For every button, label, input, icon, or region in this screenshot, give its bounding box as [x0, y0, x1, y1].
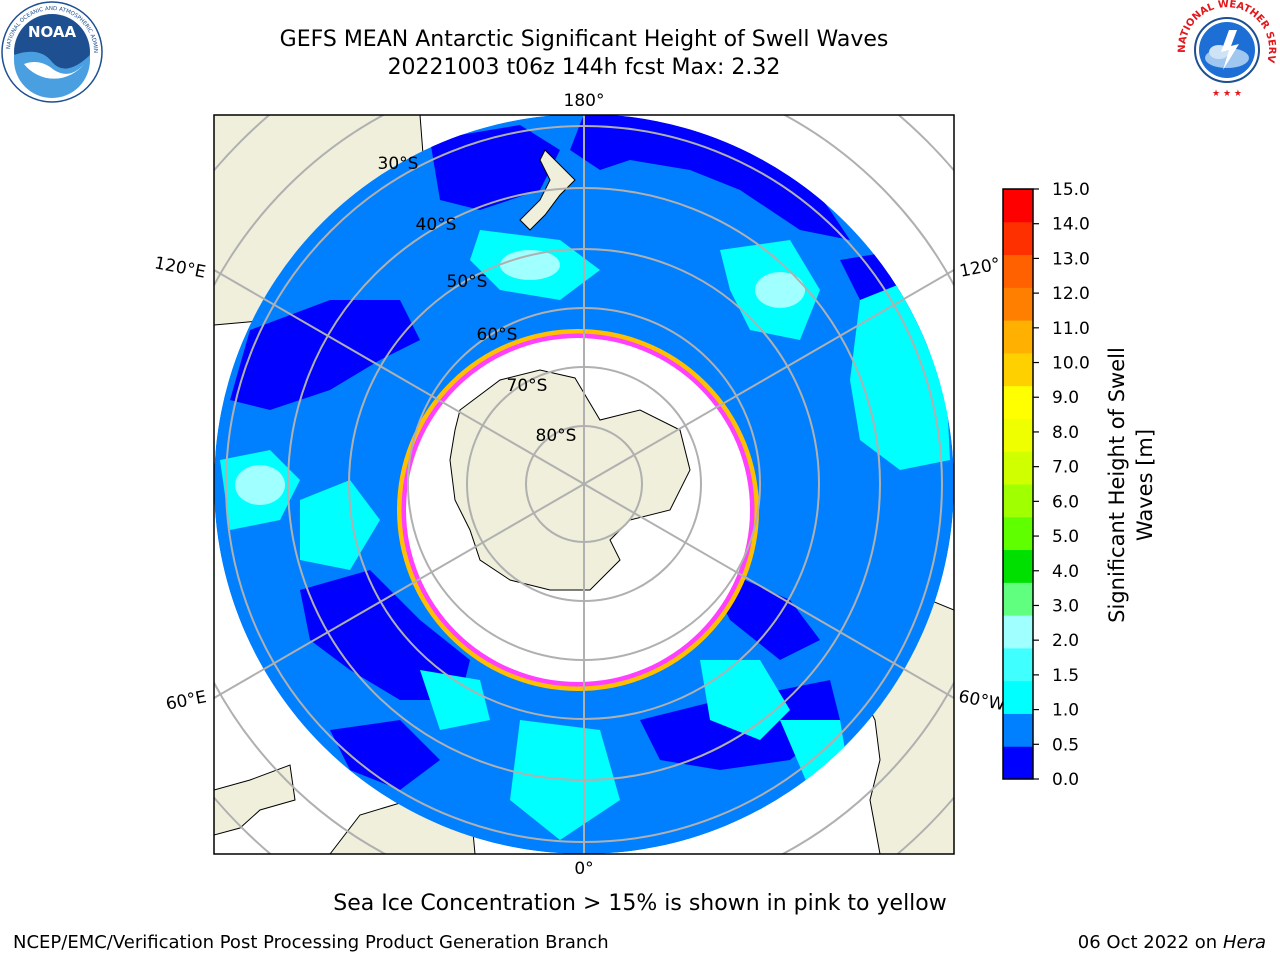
colorbar-tick-label: 7.0 [1052, 458, 1079, 478]
lat-label-30s: 30°S [378, 154, 419, 174]
colorbar-tick-label: 6.0 [1052, 492, 1079, 512]
colorbar-tick-label: 13.0 [1052, 249, 1090, 269]
chart-title: GEFS MEAN Antarctic Significant Height o… [279, 27, 889, 52]
colorbar-segment [1003, 516, 1033, 551]
colorbar-segment [1003, 549, 1033, 583]
lon-label-120e: 120°E [153, 253, 208, 282]
colorbar-segment [1003, 615, 1033, 649]
lon-label-120w: 120° [958, 254, 1002, 281]
colorbar-segment [1003, 320, 1033, 354]
colorbar-segment [1003, 680, 1033, 714]
colorbar-tick-label: 1.5 [1052, 666, 1079, 686]
colorbar-segment [1003, 221, 1033, 256]
colorbar-ticks: 15.0 14.0 13.0 12.0 11.0 10.0 9.0 8.0 7.0 6.0 5.0 4… [1033, 180, 1090, 790]
colorbar-segment [1003, 189, 1033, 223]
lon-label-0: 0° [574, 859, 593, 879]
footer-host: Hera [1222, 932, 1266, 953]
footer-branch: NCEP/EMC/Verification Post Processing Pr… [13, 932, 609, 953]
colorbar-tick-label: 0.5 [1052, 735, 1079, 755]
colorbar-segment [1003, 254, 1033, 288]
colorbar-label-line2: Waves [m] [1133, 429, 1157, 541]
colorbar [1002, 188, 1034, 780]
colorbar-segment [1003, 451, 1033, 485]
footer-date: 06 Oct 2022 on Hera [1078, 932, 1266, 953]
swell-higher-areas [235, 250, 805, 505]
chart-subtitle: 20221003 t06z 144h fcst Max: 2.32 [387, 55, 781, 80]
colorbar-tick-label: 11.0 [1052, 319, 1090, 339]
colorbar-tick-label: 3.0 [1052, 596, 1079, 616]
colorbar-tick-label: 9.0 [1052, 388, 1079, 408]
colorbar-tick-label: 12.0 [1052, 284, 1090, 304]
colorbar-label-line1: Significant Height of Swell [1105, 347, 1129, 623]
colorbar-tick-label: 15.0 [1052, 180, 1090, 200]
colorbar-segment [1003, 713, 1033, 747]
lat-label-70s: 70°S [507, 376, 548, 396]
lat-label-80s: 80°S [536, 426, 577, 446]
footer-date-text: 06 Oct 2022 on [1077, 932, 1223, 953]
colorbar-frame [1002, 188, 1034, 780]
colorbar-tick-label: 5.0 [1052, 527, 1079, 547]
lon-label-60w: 60°W [957, 687, 1007, 716]
colorbar-tick-label: 8.0 [1052, 423, 1079, 443]
lon-label-180: 180° [564, 91, 605, 111]
noaa-logo: NOAA NATIONAL OCEANIC AND ATMOSPHERIC AD… [0, 0, 103, 103]
colorbar-tick-label: 1.0 [1052, 701, 1079, 721]
map-frame [213, 114, 955, 855]
colorbar-tick-label: 4.0 [1052, 562, 1079, 582]
graticule [214, 115, 954, 854]
sea-ice-caption: Sea Ice Concentration > 15% is shown in … [333, 891, 947, 916]
colorbar-segment [1003, 352, 1033, 387]
lat-label-40s: 40°S [416, 215, 457, 235]
colorbar-tick-label: 2.0 [1052, 631, 1079, 651]
lon-label-60e: 60°E [164, 687, 208, 714]
colorbar-segment [1003, 418, 1033, 452]
colorbar-tick-label: 0.0 [1052, 770, 1079, 790]
colorbar-tick-label: 14.0 [1052, 215, 1090, 235]
svg-text:★ ★ ★: ★ ★ ★ [1212, 89, 1242, 99]
colorbar-tick-label: 10.0 [1052, 354, 1090, 374]
lat-label-50s: 50°S [447, 272, 488, 292]
nws-logo: NATIONAL WEATHER SERVICE ★ ★ ★ [1175, 0, 1277, 99]
colorbar-segment [1003, 582, 1033, 616]
noaa-logo-text: NOAA [28, 23, 77, 41]
colorbar-segment [1003, 287, 1033, 321]
colorbar-segment [1003, 484, 1033, 518]
colorbar-segment [1003, 647, 1033, 682]
colorbar-segment [1003, 385, 1033, 419]
colorbar-segment [1003, 746, 1033, 780]
lat-label-60s: 60°S [477, 325, 518, 345]
